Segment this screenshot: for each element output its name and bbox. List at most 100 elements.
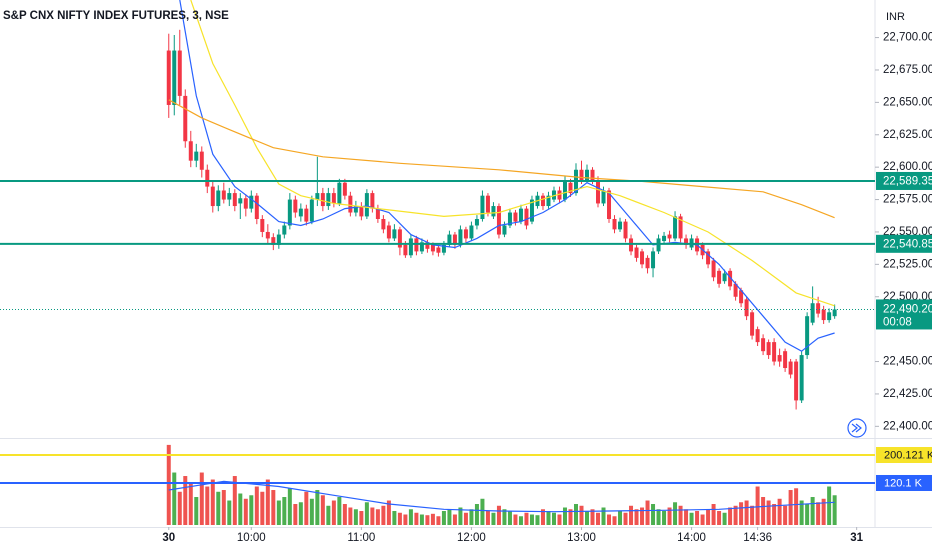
candle-body bbox=[386, 225, 391, 239]
scroll-button[interactable] bbox=[847, 418, 867, 438]
candle-body bbox=[353, 206, 358, 213]
volume-bar bbox=[722, 512, 727, 525]
candle-body bbox=[590, 169, 595, 181]
candle-body bbox=[342, 182, 347, 196]
candle-body bbox=[183, 95, 188, 142]
volume-bar bbox=[827, 486, 832, 525]
candle-body bbox=[469, 225, 474, 239]
candle-body bbox=[744, 299, 749, 317]
volume-bar bbox=[359, 511, 364, 525]
candle-body bbox=[585, 169, 590, 181]
candle-body bbox=[425, 242, 430, 249]
volume-bar bbox=[579, 505, 584, 525]
volume-bar bbox=[596, 512, 601, 525]
volume-bar bbox=[810, 497, 815, 525]
volume-bar bbox=[667, 507, 672, 525]
candle-body bbox=[711, 260, 716, 278]
volume-bar bbox=[651, 504, 656, 525]
volume-bar bbox=[309, 498, 314, 525]
candle-body bbox=[408, 238, 413, 256]
volume-bar bbox=[447, 509, 452, 525]
volume-bar bbox=[177, 491, 182, 525]
candle-body bbox=[436, 247, 441, 253]
volume-bar bbox=[403, 514, 408, 525]
volume-bar bbox=[700, 514, 705, 525]
volume-bar bbox=[463, 512, 468, 525]
volume-bar bbox=[342, 504, 347, 525]
candle-body bbox=[629, 238, 634, 252]
candle-body bbox=[293, 199, 298, 213]
y-tick-label: 22,425.00 bbox=[883, 388, 932, 400]
candle-body bbox=[667, 234, 672, 239]
candle-body bbox=[243, 198, 248, 209]
candle-body bbox=[799, 355, 804, 401]
volume-bar bbox=[392, 511, 397, 525]
volume-bar bbox=[315, 490, 320, 525]
volume-bar bbox=[529, 514, 534, 525]
candle-body bbox=[761, 338, 766, 352]
candle-body bbox=[491, 206, 496, 217]
volume-bar bbox=[408, 509, 413, 525]
volume-bar bbox=[469, 509, 474, 525]
candle-body bbox=[227, 193, 232, 200]
candle-body bbox=[623, 221, 628, 239]
candle-body bbox=[739, 290, 744, 304]
volume-bar bbox=[706, 509, 711, 525]
candle-body bbox=[684, 238, 689, 245]
volume-bar bbox=[711, 504, 716, 525]
price-pane bbox=[166, 0, 837, 410]
candle-body bbox=[728, 270, 733, 287]
volume-bar bbox=[623, 512, 628, 525]
price-level-label: 22,589.35 bbox=[883, 175, 932, 187]
moving-average bbox=[168, 99, 835, 219]
price-level-tag bbox=[876, 234, 932, 253]
volume-bar bbox=[783, 505, 788, 525]
candle-body bbox=[337, 182, 342, 204]
volume-level-tag bbox=[876, 446, 932, 463]
volume-bar bbox=[640, 507, 645, 525]
y-tick-label: 22,625.00 bbox=[883, 129, 932, 141]
y-tick-label: 22,450.00 bbox=[883, 356, 932, 368]
x-tick-label: 12:00 bbox=[457, 532, 486, 544]
candle-body bbox=[678, 216, 683, 239]
candle-body bbox=[199, 151, 204, 170]
volume-bar bbox=[183, 476, 188, 525]
candle-body bbox=[618, 221, 623, 230]
candle-body bbox=[397, 229, 402, 248]
volume-bar bbox=[194, 497, 199, 525]
volume-bar bbox=[585, 511, 590, 525]
candle-body bbox=[447, 234, 452, 245]
volume-bar bbox=[518, 516, 523, 525]
candle-body bbox=[441, 244, 446, 253]
candle-body bbox=[392, 229, 397, 239]
y-tick-label: 22,700.00 bbox=[883, 32, 932, 44]
y-tick-label: 22,525.00 bbox=[883, 258, 932, 270]
volume-bar bbox=[662, 511, 667, 525]
volume-bar bbox=[353, 509, 358, 525]
volume-bar bbox=[805, 504, 810, 525]
candle-body bbox=[502, 225, 507, 235]
volume-bar bbox=[788, 490, 793, 525]
candle-body bbox=[529, 199, 534, 222]
currency-label: INR bbox=[886, 11, 905, 23]
candle-body bbox=[375, 208, 380, 219]
candle-body bbox=[634, 247, 639, 258]
candle-body bbox=[359, 206, 364, 217]
volume-bar bbox=[568, 509, 573, 525]
x-tick-label: 14:00 bbox=[677, 532, 706, 544]
candle-body bbox=[821, 309, 826, 321]
volume-bar bbox=[265, 479, 270, 525]
volume-bar bbox=[271, 490, 276, 525]
x-tick-label: 13:00 bbox=[567, 532, 596, 544]
candle-body bbox=[177, 50, 182, 96]
candle-body bbox=[645, 257, 650, 269]
candle-body bbox=[265, 231, 270, 239]
candle-body bbox=[766, 342, 771, 356]
moving-average bbox=[190, 0, 835, 307]
volume-bar bbox=[755, 486, 760, 525]
x-tick-label: 31 bbox=[850, 532, 863, 544]
volume-bar bbox=[766, 500, 771, 525]
volume-bar bbox=[590, 509, 595, 525]
volume-bar bbox=[221, 490, 226, 525]
